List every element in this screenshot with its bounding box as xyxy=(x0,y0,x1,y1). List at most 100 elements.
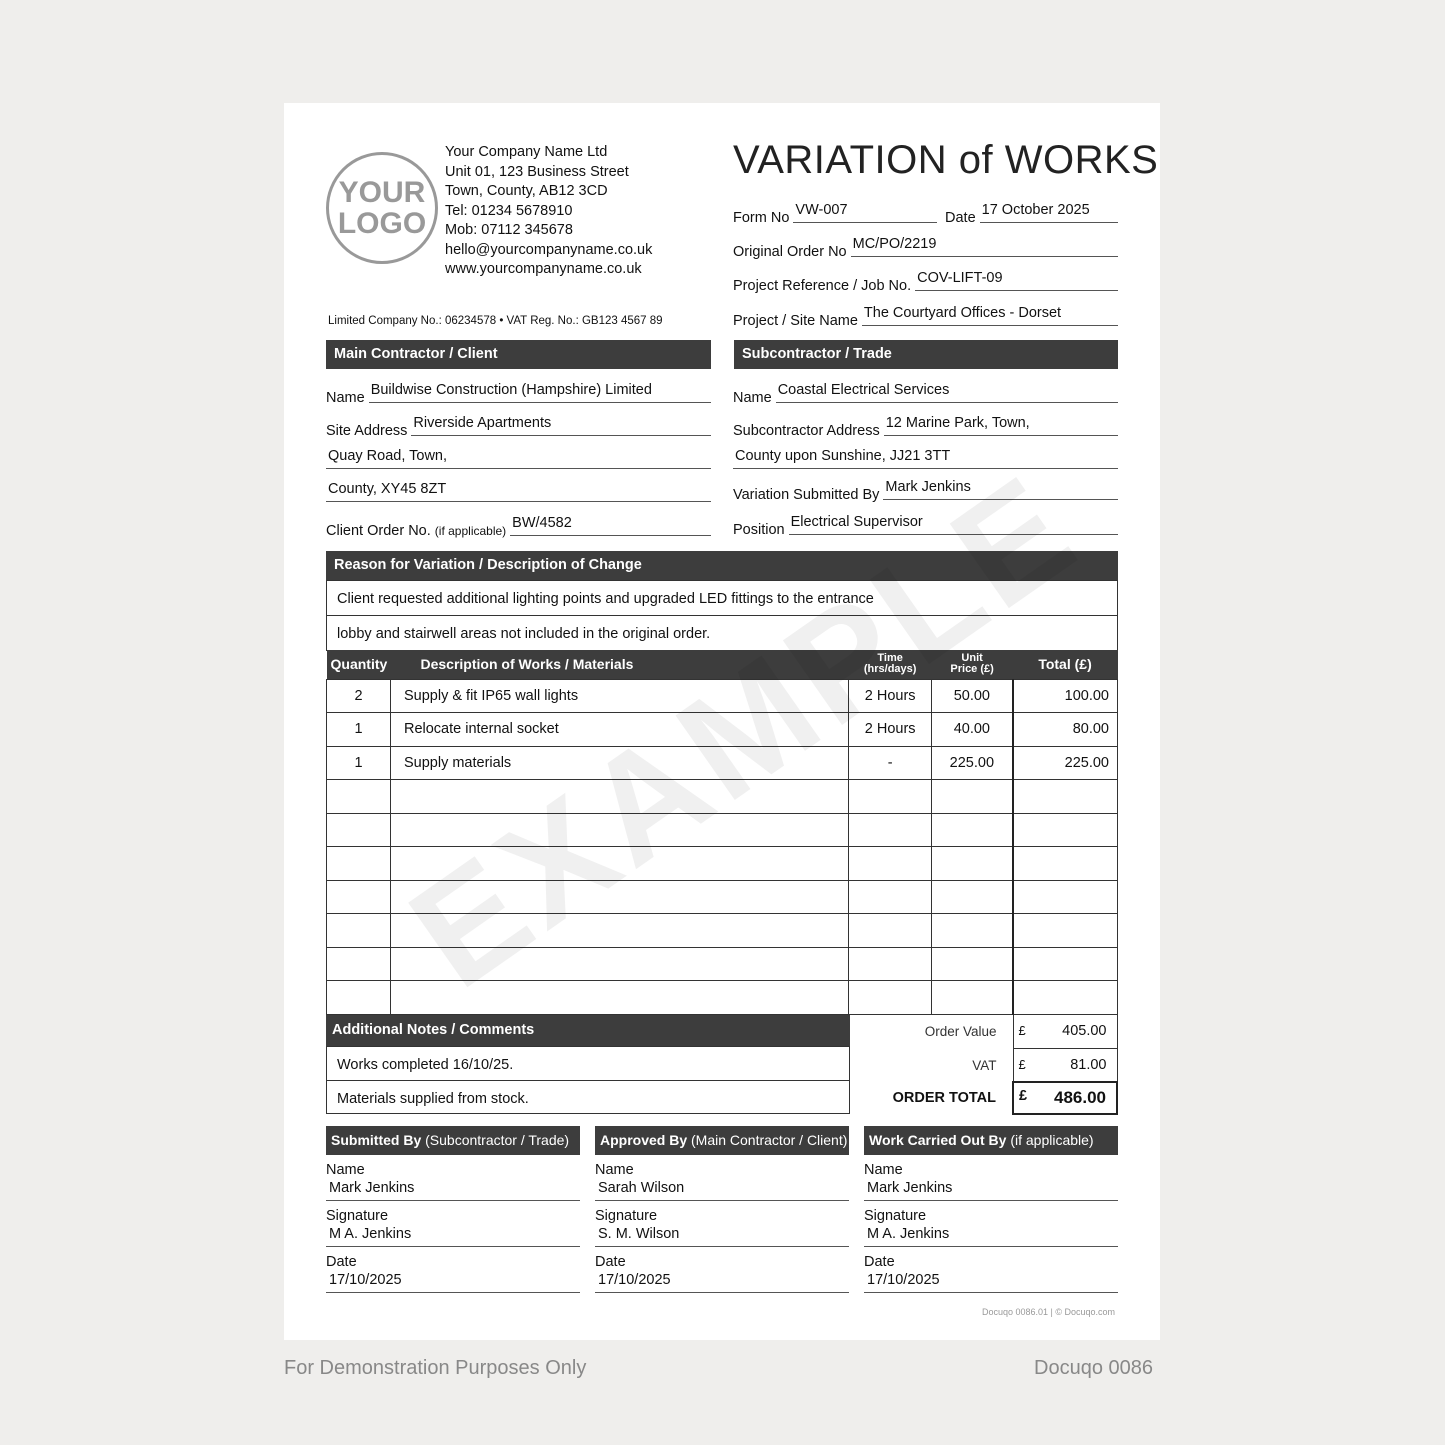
item-row xyxy=(326,812,1118,847)
signoff-name[interactable]: Mark Jenkins xyxy=(864,1178,1118,1201)
item-total-cell[interactable]: 100.00 xyxy=(1011,678,1118,713)
signoff-signature[interactable]: M A. Jenkins xyxy=(864,1224,1118,1247)
item-quantity-cell[interactable] xyxy=(326,946,391,981)
item-description-cell[interactable] xyxy=(389,812,850,847)
company-website: www.yourcompanyname.co.uk xyxy=(445,261,642,277)
item-quantity-cell[interactable] xyxy=(326,913,391,948)
site-name-value[interactable]: The Courtyard Offices - Dorset xyxy=(861,304,1118,326)
item-time-cell[interactable] xyxy=(848,913,933,948)
item-total-cell[interactable]: 80.00 xyxy=(1011,712,1118,747)
sub-address-line[interactable]: 12 Marine Park, Town, xyxy=(883,414,1118,436)
item-unit-price-cell[interactable] xyxy=(931,879,1014,914)
item-total-cell[interactable] xyxy=(1011,913,1118,948)
item-quantity-cell[interactable]: 2 xyxy=(326,678,391,713)
item-unit-price-cell[interactable] xyxy=(931,812,1014,847)
item-quantity-cell[interactable] xyxy=(326,846,391,881)
order-value-label: Order Value xyxy=(924,1024,997,1039)
col-quantity: Quantity xyxy=(326,650,391,679)
item-total-cell[interactable] xyxy=(1011,980,1118,1015)
notes-box[interactable]: Works completed 16/10/25. Materials supp… xyxy=(326,1046,850,1114)
order-total-label: ORDER TOTAL xyxy=(892,1090,996,1106)
item-description-cell[interactable] xyxy=(389,846,850,881)
signoff-date[interactable]: 17/10/2025 xyxy=(326,1270,580,1293)
item-time-cell[interactable] xyxy=(848,846,933,881)
sub-address-line[interactable]: County upon Sunshine, JJ21 3TT xyxy=(733,447,1118,469)
item-time-cell[interactable]: 2 Hours xyxy=(848,712,933,747)
item-unit-price-cell[interactable]: 50.00 xyxy=(931,678,1014,713)
item-description-cell[interactable] xyxy=(389,779,850,814)
item-time-cell[interactable] xyxy=(848,980,933,1015)
item-row: 1 Relocate internal socket 2 Hours 40.00 80.… xyxy=(326,712,1118,747)
item-time-cell[interactable] xyxy=(848,879,933,914)
item-unit-price-cell[interactable]: 40.00 xyxy=(931,712,1014,747)
item-row xyxy=(326,879,1118,914)
original-order-value[interactable]: MC/PO/2219 xyxy=(850,235,1118,257)
item-total-cell[interactable] xyxy=(1011,846,1118,881)
client-heading: Main Contractor / Client xyxy=(326,340,711,369)
item-total-cell[interactable] xyxy=(1011,812,1118,847)
field-label: Name xyxy=(864,1162,903,1178)
submitted-by-value[interactable]: Mark Jenkins xyxy=(883,478,1118,500)
col-description: Description of Works / Materials xyxy=(390,650,849,679)
item-description-cell[interactable] xyxy=(389,879,850,914)
item-total-cell[interactable] xyxy=(1011,879,1118,914)
date-value[interactable]: 17 October 2025 xyxy=(979,201,1118,223)
position-value[interactable]: Electrical Supervisor xyxy=(788,513,1118,535)
form-no-value[interactable]: VW-007 xyxy=(793,201,937,223)
item-time-cell[interactable]: 2 Hours xyxy=(848,678,933,713)
field-label: Signature xyxy=(864,1208,927,1224)
client-name-value[interactable]: Buildwise Construction (Hampshire) Limit… xyxy=(368,381,711,403)
item-description-cell[interactable]: Supply materials xyxy=(389,745,850,780)
signoff-name[interactable]: Mark Jenkins xyxy=(326,1178,580,1201)
item-quantity-cell[interactable]: 1 xyxy=(326,745,391,780)
item-time-cell[interactable] xyxy=(848,812,933,847)
signoff-heading: Work Carried Out By (if applicable) xyxy=(864,1126,1118,1155)
item-quantity-cell[interactable] xyxy=(326,980,391,1015)
client-order-value[interactable]: BW/4582 xyxy=(510,514,711,536)
field-label: Date xyxy=(595,1254,626,1270)
signoff-date[interactable]: 17/10/2025 xyxy=(595,1270,849,1293)
field-label: Name xyxy=(595,1162,634,1178)
item-description-cell[interactable]: Relocate internal socket xyxy=(389,712,850,747)
item-total-cell[interactable] xyxy=(1011,946,1118,981)
site-address-line[interactable]: County, XY45 8ZT xyxy=(326,480,711,502)
signoff-signature[interactable]: M A. Jenkins xyxy=(326,1224,580,1247)
item-total-cell[interactable] xyxy=(1011,779,1118,814)
sub-name-value[interactable]: Coastal Electrical Services xyxy=(775,381,1118,403)
item-time-cell[interactable]: - xyxy=(848,745,933,780)
signoff-signature[interactable]: S. M. Wilson xyxy=(595,1224,849,1247)
item-unit-price-cell[interactable] xyxy=(931,779,1014,814)
signoff-date[interactable]: 17/10/2025 xyxy=(864,1270,1118,1293)
item-description-cell[interactable] xyxy=(389,913,850,948)
signoff-title: Approved By xyxy=(600,1132,688,1148)
item-unit-price-cell[interactable] xyxy=(931,913,1014,948)
item-quantity-cell[interactable]: 1 xyxy=(326,712,391,747)
site-address-field: Site Address Riverside Apartments xyxy=(326,414,711,439)
item-description-cell[interactable] xyxy=(389,946,850,981)
signoff-name[interactable]: Sarah Wilson xyxy=(595,1178,849,1201)
site-address-line[interactable]: Quay Road, Town, xyxy=(326,447,711,469)
item-description-cell[interactable] xyxy=(389,980,850,1015)
item-time-cell[interactable] xyxy=(848,779,933,814)
vat-row: VAT £81.00 xyxy=(850,1047,1118,1083)
item-unit-price-cell[interactable] xyxy=(931,946,1014,981)
col-total: Total (£) xyxy=(1012,650,1118,679)
caption-right: Docuqo 0086 xyxy=(1034,1357,1153,1379)
project-ref-value[interactable]: COV-LIFT-09 xyxy=(915,269,1118,291)
item-total-cell[interactable]: 225.00 xyxy=(1011,745,1118,780)
item-quantity-cell[interactable] xyxy=(326,779,391,814)
item-time-cell[interactable] xyxy=(848,946,933,981)
item-quantity-cell[interactable] xyxy=(326,879,391,914)
item-unit-price-cell[interactable]: 225.00 xyxy=(931,745,1014,780)
reason-box[interactable]: Client requested additional lighting poi… xyxy=(326,580,1118,651)
signoff-title: Work Carried Out By xyxy=(869,1132,1007,1148)
vat-label: VAT xyxy=(972,1057,997,1073)
field-label: Original Order No xyxy=(733,244,847,260)
item-unit-price-cell[interactable] xyxy=(931,846,1014,881)
item-description-cell[interactable]: Supply & fit IP65 wall lights xyxy=(389,678,850,713)
site-address-line[interactable]: Riverside Apartments xyxy=(411,414,711,436)
label-note: (if applicable) xyxy=(434,524,507,538)
item-quantity-cell[interactable] xyxy=(326,812,391,847)
reason-heading: Reason for Variation / Description of Ch… xyxy=(326,551,1118,580)
item-unit-price-cell[interactable] xyxy=(931,980,1014,1015)
